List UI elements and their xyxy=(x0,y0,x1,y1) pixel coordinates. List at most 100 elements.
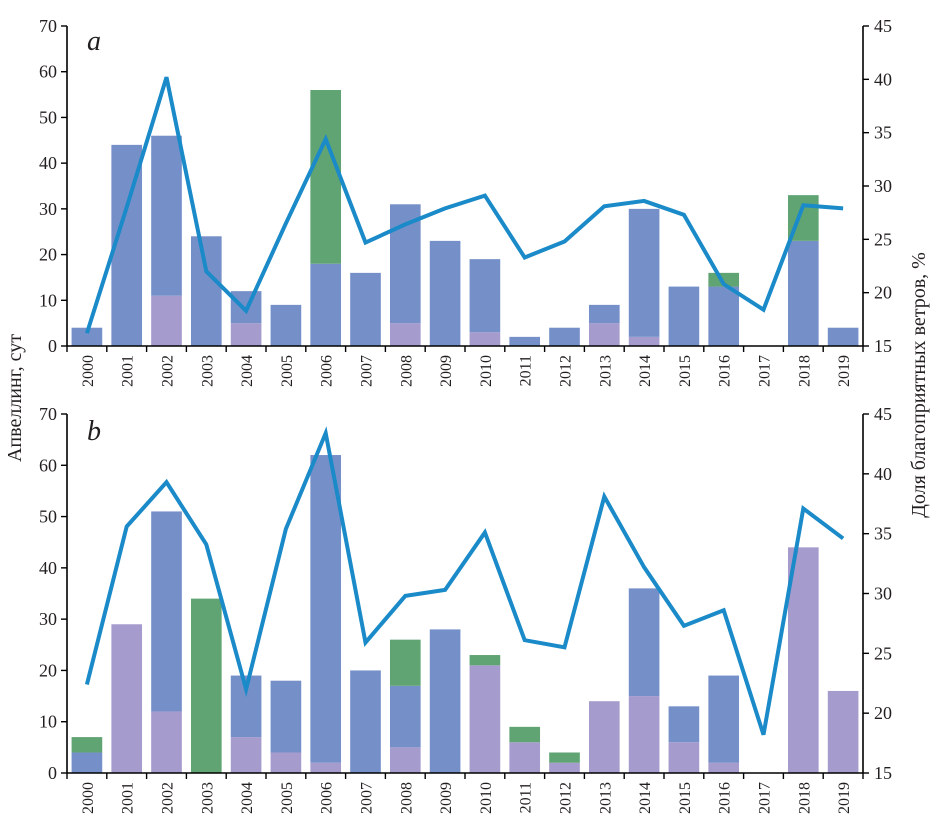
bar-segment-green-2010 xyxy=(469,655,501,666)
left-tick-label: 10 xyxy=(39,712,57,732)
bar-segment-blue-2015 xyxy=(668,286,700,346)
left-tick-label: 0 xyxy=(48,336,57,356)
left-tick-label: 70 xyxy=(39,404,57,424)
left-tick-label: 30 xyxy=(39,199,57,219)
right-tick-label: 30 xyxy=(874,176,892,196)
x-tick-label-2017: 2017 xyxy=(757,782,774,814)
x-tick-label-2010: 2010 xyxy=(478,355,495,387)
bars-group xyxy=(71,90,859,346)
right-tick-label: 40 xyxy=(874,464,892,484)
bar-segment-blue-2010 xyxy=(469,259,501,333)
bar-segment-green-2006 xyxy=(310,90,342,264)
bar-segment-green-2011 xyxy=(509,726,541,743)
bar-segment-blue-2012 xyxy=(549,327,580,346)
bar-segment-purple-2005 xyxy=(270,752,302,773)
bar-segment-blue-2006 xyxy=(310,263,342,346)
left-tick-label: 60 xyxy=(39,455,57,475)
right-tick-label: 35 xyxy=(874,123,892,143)
right-tick-label: 45 xyxy=(874,404,892,424)
bar-segment-purple-2004 xyxy=(230,323,262,346)
bar-segment-blue-2018 xyxy=(787,240,819,346)
bar-segment-blue-2002 xyxy=(151,135,182,296)
x-tick-label-2013: 2013 xyxy=(597,355,614,387)
bar-segment-blue-2014 xyxy=(628,588,660,697)
bar-segment-purple-2002 xyxy=(151,295,182,346)
left-tick-label: 20 xyxy=(39,245,57,265)
x-tick-label-2007: 2007 xyxy=(359,782,376,814)
x-tick-label-2006: 2006 xyxy=(319,355,336,387)
x-tick-label-2014: 2014 xyxy=(637,355,654,387)
x-tick-label-2015: 2015 xyxy=(677,782,694,814)
bar-segment-blue-2013 xyxy=(588,304,620,324)
right-tick-label: 35 xyxy=(874,524,892,544)
right-tick-label: 15 xyxy=(874,763,892,783)
right-axis-title: Доля благоприятных ветров, % xyxy=(908,252,930,518)
left-tick-label: 40 xyxy=(39,558,57,578)
bar-segment-purple-2001 xyxy=(111,624,143,773)
right-tick-label: 40 xyxy=(874,69,892,89)
bar-segment-blue-2006 xyxy=(310,455,342,763)
x-tick-label-2004: 2004 xyxy=(239,355,256,387)
bar-segment-blue-2016 xyxy=(708,675,740,763)
bar-segment-purple-2011 xyxy=(509,742,541,773)
bar-segment-blue-2009 xyxy=(429,629,461,773)
x-tick-label-2017: 2017 xyxy=(757,355,774,387)
right-tick-label: 20 xyxy=(874,703,892,723)
x-tick-label-2012: 2012 xyxy=(558,355,575,387)
left-tick-label: 70 xyxy=(39,16,57,36)
wind-share-line xyxy=(84,426,845,736)
bar-segment-purple-2014 xyxy=(628,336,660,346)
bar-segment-blue-2000 xyxy=(71,327,103,346)
x-tick-label-2016: 2016 xyxy=(717,782,734,814)
x-tick-label-2015: 2015 xyxy=(677,355,694,387)
x-tick-label-2002: 2002 xyxy=(160,782,177,814)
bar-segment-green-2016 xyxy=(708,272,740,287)
bar-segment-purple-2010 xyxy=(469,332,501,346)
bar-segment-blue-2015 xyxy=(668,706,700,743)
bar-segment-purple-2019 xyxy=(827,690,859,773)
right-tick-label: 15 xyxy=(874,336,892,356)
x-tick-label-2009: 2009 xyxy=(438,355,455,387)
bar-segment-blue-2007 xyxy=(350,670,381,773)
x-tick-label-2014: 2014 xyxy=(637,782,654,814)
left-tick-label: 40 xyxy=(39,153,57,173)
right-tick-label: 25 xyxy=(874,229,892,249)
x-tick-label-2003: 2003 xyxy=(199,782,216,814)
right-tick-label: 30 xyxy=(874,584,892,604)
bar-segment-purple-2008 xyxy=(389,747,421,773)
x-tick-label-2001: 2001 xyxy=(120,782,137,814)
bar-segment-green-2008 xyxy=(389,639,421,686)
bar-segment-blue-2014 xyxy=(628,208,660,337)
x-tick-label-2010: 2010 xyxy=(478,782,495,814)
left-tick-label: 60 xyxy=(39,62,57,82)
bar-segment-blue-2005 xyxy=(270,304,302,346)
left-axis-title: Апвеллинг, сут xyxy=(4,334,26,462)
x-tick-label-2002: 2002 xyxy=(160,355,177,387)
left-tick-label: 50 xyxy=(39,107,57,127)
bar-segment-blue-2007 xyxy=(350,272,381,346)
right-tick-label: 45 xyxy=(874,16,892,36)
x-tick-label-2007: 2007 xyxy=(359,355,376,387)
bar-segment-green-2000 xyxy=(71,737,103,753)
x-tick-label-2005: 2005 xyxy=(279,355,296,387)
left-tick-label: 0 xyxy=(48,763,57,783)
bar-segment-blue-2000 xyxy=(71,752,103,773)
bars-group xyxy=(71,455,859,773)
x-tick-label-2001: 2001 xyxy=(120,355,137,387)
bar-segment-purple-2002 xyxy=(151,711,182,773)
x-tick-label-2000: 2000 xyxy=(80,782,97,814)
left-tick-label: 30 xyxy=(39,609,57,629)
x-tick-label-2009: 2009 xyxy=(438,782,455,814)
x-tick-label-2000: 2000 xyxy=(80,355,97,387)
x-tick-label-2019: 2019 xyxy=(836,355,853,387)
x-tick-label-2013: 2013 xyxy=(597,782,614,814)
bar-segment-blue-2003 xyxy=(190,236,222,346)
x-tick-label-2012: 2012 xyxy=(558,782,575,814)
bar-segment-blue-2002 xyxy=(151,511,182,712)
panel-label: b xyxy=(87,416,101,447)
bar-segment-purple-2015 xyxy=(668,742,700,773)
bar-segment-purple-2008 xyxy=(389,323,421,346)
panel-label: a xyxy=(87,26,101,57)
x-tick-label-2011: 2011 xyxy=(518,782,535,813)
